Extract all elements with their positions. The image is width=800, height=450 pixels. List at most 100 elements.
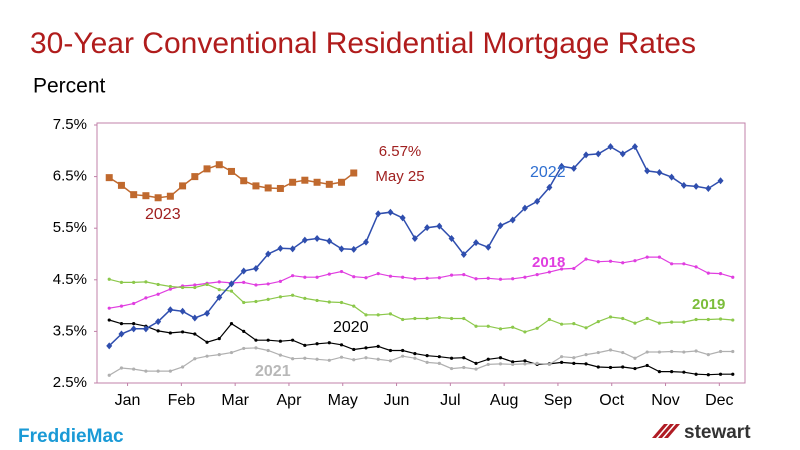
marker xyxy=(339,343,344,347)
marker xyxy=(107,306,111,310)
marker xyxy=(388,348,393,353)
marker xyxy=(217,280,221,284)
marker xyxy=(584,353,588,357)
marker xyxy=(105,174,113,182)
marker xyxy=(474,361,478,365)
marker xyxy=(352,304,356,308)
marker xyxy=(425,276,429,280)
marker xyxy=(217,337,221,341)
marker xyxy=(547,270,551,274)
marker xyxy=(132,367,136,371)
marker xyxy=(229,289,234,293)
marker xyxy=(560,267,564,271)
marker xyxy=(229,322,234,326)
marker xyxy=(437,355,441,359)
marker xyxy=(656,168,663,176)
marker xyxy=(413,351,417,356)
marker xyxy=(523,362,527,366)
marker xyxy=(633,356,637,360)
marker xyxy=(168,284,172,289)
marker xyxy=(191,314,198,322)
x-tick-label: Nov xyxy=(651,392,679,409)
marker xyxy=(107,277,111,281)
marker xyxy=(254,346,258,350)
marker xyxy=(289,245,296,253)
marker xyxy=(682,262,686,266)
marker xyxy=(670,262,674,266)
marker xyxy=(731,275,735,279)
marker xyxy=(303,275,307,279)
marker xyxy=(168,331,172,335)
marker xyxy=(425,316,429,321)
marker xyxy=(645,363,649,368)
x-tick-label: Dec xyxy=(705,392,733,409)
marker xyxy=(301,176,309,184)
marker xyxy=(376,344,380,348)
marker xyxy=(631,143,638,151)
marker xyxy=(107,373,111,377)
marker xyxy=(670,349,674,354)
series-label: 2023 xyxy=(145,206,181,223)
marker xyxy=(240,177,248,185)
marker xyxy=(583,151,590,159)
marker xyxy=(266,297,270,302)
marker xyxy=(388,274,393,278)
marker xyxy=(278,339,282,343)
marker xyxy=(560,355,564,359)
marker xyxy=(608,259,613,263)
marker xyxy=(376,357,380,361)
marker xyxy=(682,370,686,374)
marker xyxy=(327,300,331,304)
marker xyxy=(668,173,675,181)
series-line xyxy=(109,319,733,376)
marker xyxy=(339,300,344,305)
marker xyxy=(338,245,345,253)
marker xyxy=(144,369,148,373)
marker xyxy=(217,288,221,292)
marker xyxy=(644,167,651,175)
marker xyxy=(694,317,698,322)
marker xyxy=(596,260,600,264)
marker xyxy=(265,250,272,258)
marker xyxy=(180,330,185,334)
marker xyxy=(156,282,160,287)
marker xyxy=(339,355,344,359)
marker xyxy=(718,317,723,321)
series-label: 2019 xyxy=(692,296,725,313)
marker xyxy=(303,296,307,300)
marker xyxy=(350,245,357,253)
marker xyxy=(473,239,480,247)
marker xyxy=(621,316,625,321)
marker xyxy=(144,280,148,284)
marker xyxy=(168,369,172,373)
marker xyxy=(425,360,429,364)
marker xyxy=(130,325,137,333)
marker xyxy=(633,259,637,263)
marker xyxy=(474,324,478,328)
marker xyxy=(486,357,490,361)
marker xyxy=(718,349,723,354)
marker xyxy=(621,261,625,265)
marker xyxy=(411,235,418,243)
marker xyxy=(521,204,528,212)
marker xyxy=(338,178,346,186)
marker xyxy=(242,346,246,351)
x-tick-label: Sep xyxy=(544,392,573,409)
marker xyxy=(584,326,588,330)
marker xyxy=(437,361,441,365)
marker xyxy=(511,360,515,364)
marker xyxy=(364,356,368,360)
marker xyxy=(242,280,246,284)
marker xyxy=(216,293,223,301)
marker xyxy=(413,316,417,321)
marker xyxy=(595,150,602,158)
y-tick-label: 5.5% xyxy=(53,219,87,236)
marker xyxy=(215,161,223,169)
marker xyxy=(596,319,600,324)
marker xyxy=(572,322,576,326)
marker xyxy=(547,317,551,322)
marker xyxy=(486,362,490,367)
marker xyxy=(325,180,333,188)
marker xyxy=(535,273,539,277)
marker xyxy=(498,356,503,360)
